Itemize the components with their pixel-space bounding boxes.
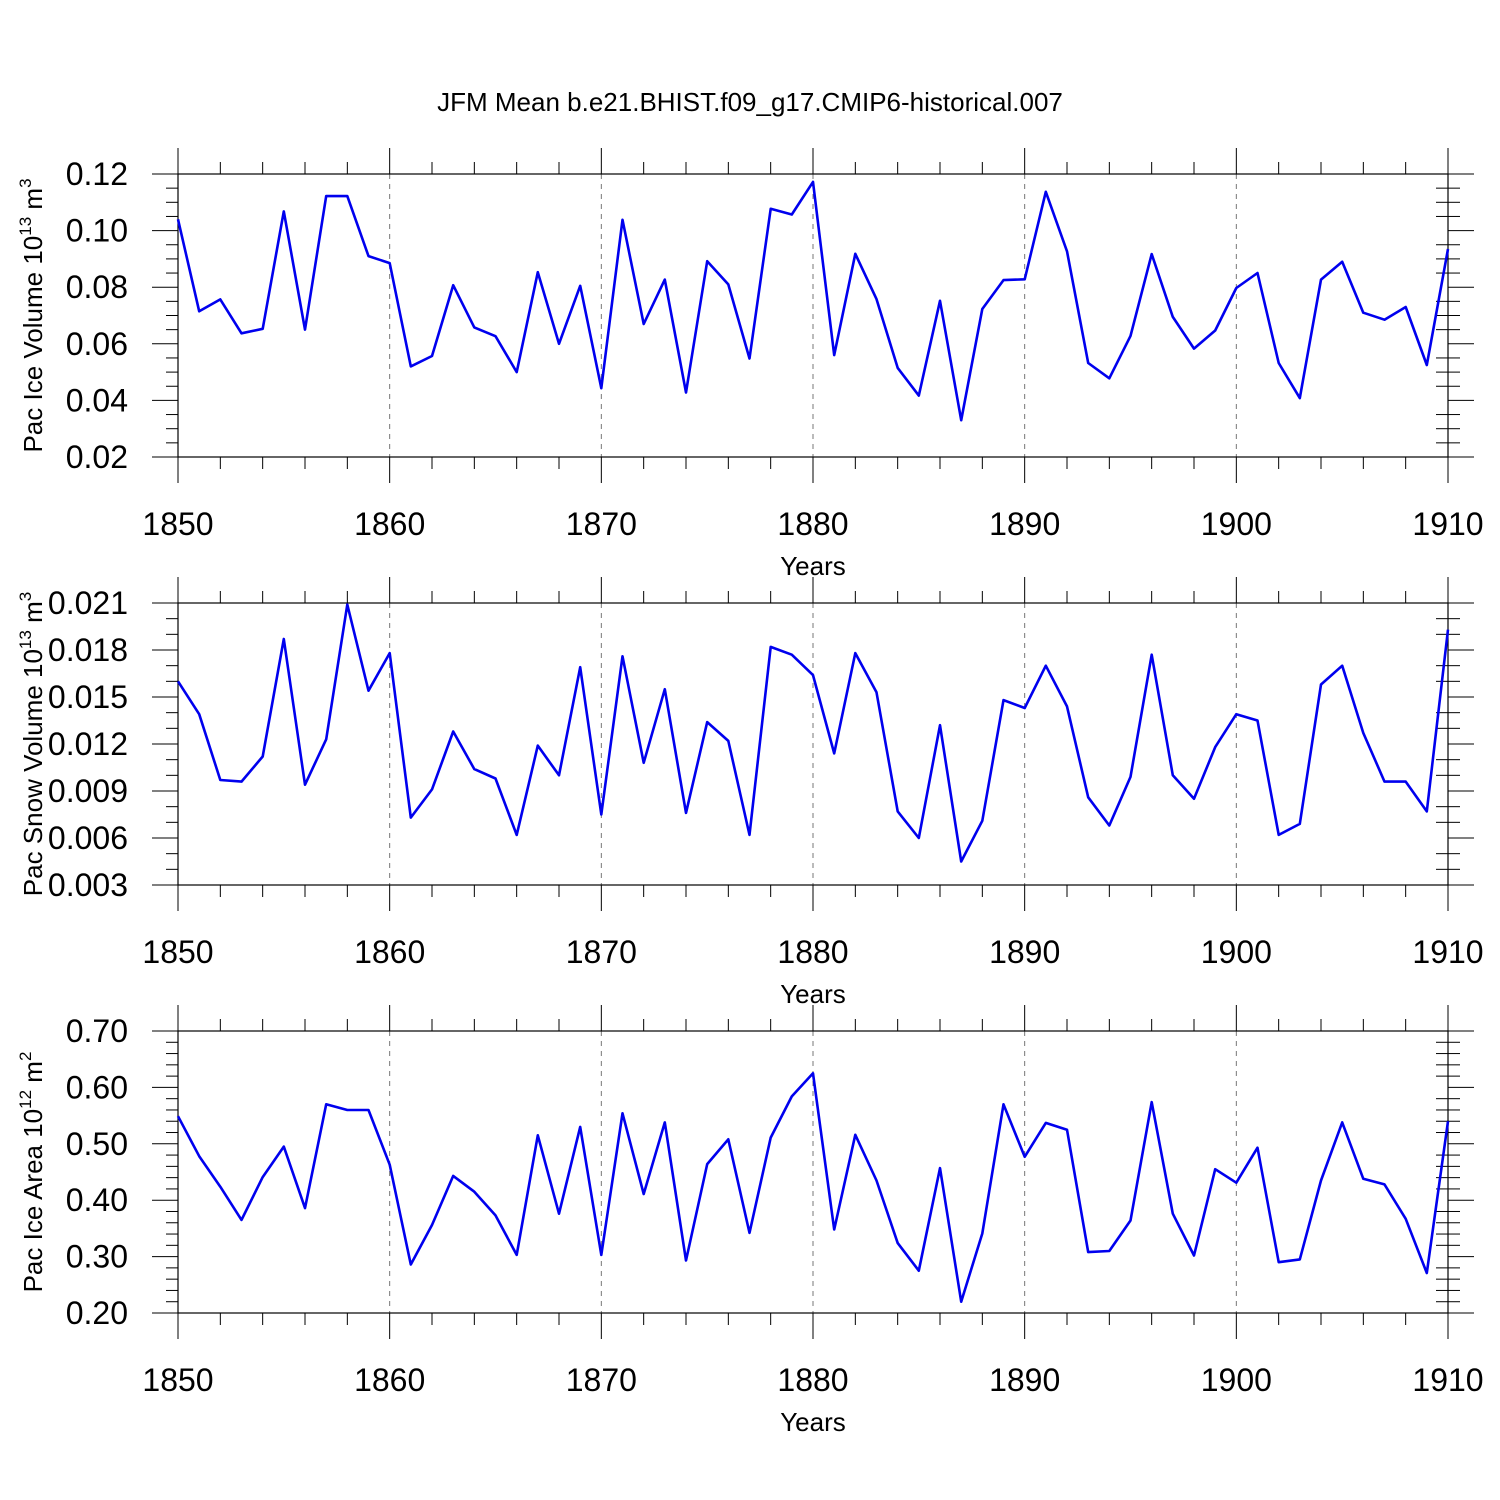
series-line	[176, 603, 1450, 863]
y-tick-label: 0.06	[66, 326, 128, 362]
x-axis-label: Years	[780, 1407, 846, 1437]
x-tick-label: 1850	[142, 506, 213, 542]
y-tick-label: 0.50	[66, 1126, 128, 1162]
y-tick-label: 0.012	[48, 726, 128, 762]
y-tick-label: 0.02	[66, 439, 128, 475]
x-tick-label: 1860	[354, 506, 425, 542]
y-tick-label: 0.021	[48, 585, 128, 621]
y-tick-label: 0.003	[48, 867, 128, 903]
x-axis-label: Years	[780, 979, 846, 1009]
x-tick-label: 1900	[1201, 934, 1272, 970]
y-axis-label-exponent: 13	[16, 630, 35, 649]
x-tick-label: 1850	[142, 934, 213, 970]
y-tick-label: 0.60	[66, 1069, 128, 1105]
x-axis-label: Years	[780, 551, 846, 581]
x-tick-label: 1870	[566, 1362, 637, 1398]
y-axis-label-unit-exponent: 3	[16, 592, 35, 601]
x-tick-label: 1900	[1201, 506, 1272, 542]
y-tick-label: 0.018	[48, 632, 128, 668]
x-tick-label: 1870	[566, 934, 637, 970]
y-tick-label: 0.009	[48, 773, 128, 809]
y-tick-label: 0.20	[66, 1295, 128, 1331]
y-axis-label-main: Pac Ice Area 10	[18, 1109, 48, 1293]
panels: 0.02 0.04 0.06 0.08 0.10 0.12 1850 1860 1870 1880…	[16, 148, 1484, 1437]
x-tick-label: 1910	[1412, 934, 1483, 970]
panel-2: 0.003 0.006 0.009 0.012 0.015 0.018 0.021 1850 1…	[16, 577, 1484, 1009]
x-tick-label: 1880	[777, 1362, 848, 1398]
series-line	[176, 180, 1450, 422]
figure-title: JFM Mean b.e21.BHIST.f09_g17.CMIP6-histo…	[437, 87, 1063, 117]
x-tick-label: 1890	[989, 1362, 1060, 1398]
y-tick-label: 0.40	[66, 1182, 128, 1218]
y-axis-label-main: Pac Snow Volume 10	[18, 649, 48, 896]
y-axis-label-unit: m	[18, 188, 48, 217]
y-axis-label: Pac Snow Volume 1013 m3	[16, 592, 48, 896]
panel-3: 0.20 0.30 0.40 0.50 0.60 0.70 1850 1860 1870 1880…	[16, 1005, 1484, 1437]
y-tick-label: 0.04	[66, 382, 128, 418]
y-tick-label: 0.10	[66, 213, 128, 249]
y-tick-label: 0.70	[66, 1013, 128, 1049]
y-axis-label-unit-exponent: 3	[16, 178, 35, 187]
y-axis-label: Pac Ice Area 1012 m2	[16, 1052, 48, 1293]
x-tick-label: 1900	[1201, 1362, 1272, 1398]
series-line	[176, 1072, 1450, 1303]
y-axis-label: Pac Ice Volume 1013 m3	[16, 178, 48, 452]
x-tick-label: 1880	[777, 934, 848, 970]
x-tick-label: 1890	[989, 506, 1060, 542]
panel-1: 0.02 0.04 0.06 0.08 0.10 0.12 1850 1860 1870 1880…	[16, 148, 1484, 581]
x-tick-label: 1850	[142, 1362, 213, 1398]
x-tick-label: 1890	[989, 934, 1060, 970]
x-tick-label: 1870	[566, 506, 637, 542]
y-axis-label-exponent: 13	[16, 217, 35, 236]
y-axis-label-exponent: 12	[16, 1090, 35, 1109]
y-axis-label-unit: m	[18, 601, 48, 630]
y-axis-label-unit: m	[18, 1061, 48, 1090]
x-tick-label: 1910	[1412, 506, 1483, 542]
y-tick-label: 0.30	[66, 1239, 128, 1275]
y-axis-label-unit-exponent: 2	[16, 1052, 35, 1061]
y-tick-label: 0.12	[66, 156, 128, 192]
x-tick-label: 1860	[354, 934, 425, 970]
y-axis-label-main: Pac Ice Volume 10	[18, 236, 48, 453]
x-tick-label: 1910	[1412, 1362, 1483, 1398]
x-tick-label: 1880	[777, 506, 848, 542]
y-tick-label: 0.015	[48, 679, 128, 715]
x-tick-label: 1860	[354, 1362, 425, 1398]
y-tick-label: 0.006	[48, 820, 128, 856]
y-tick-label: 0.08	[66, 269, 128, 305]
